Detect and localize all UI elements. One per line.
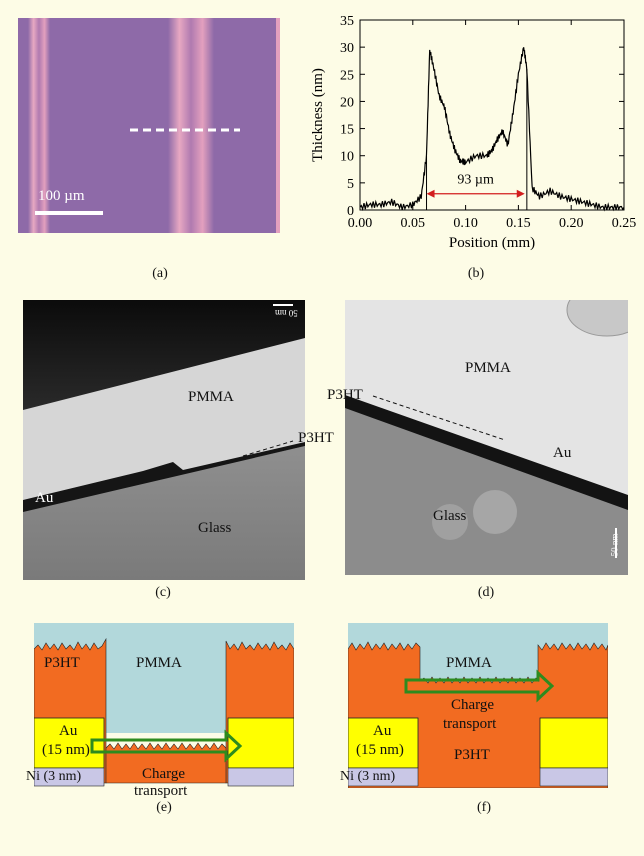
annotation-label: 93 µm — [457, 173, 494, 188]
y-axis-label: Thickness (nm) — [310, 68, 326, 162]
caption-d: (d) — [477, 585, 495, 600]
scale-bar — [35, 211, 103, 215]
label-pmma-c: PMMA — [188, 389, 234, 405]
label-p3ht-e: P3HT — [44, 655, 80, 671]
y-tick-label: 5 — [347, 177, 354, 192]
caption-e: (e) — [156, 800, 172, 815]
x-tick-label: 0.10 — [453, 216, 478, 231]
y-tick-label: 0 — [347, 204, 354, 219]
glass-region — [23, 446, 305, 580]
x-tick-label: 0.25 — [612, 216, 637, 231]
y-tick-label: 10 — [340, 150, 354, 165]
y-tick-label: 15 — [340, 123, 354, 138]
au-layer-d — [345, 395, 628, 510]
ni-right-f — [539, 767, 609, 787]
panel-b: 0.00 0.05 0.10 0.15 0.20 0.25 0 5 10 15 20 25 30 35 Po… — [300, 10, 640, 272]
label-p3ht-f: P3HT — [454, 747, 490, 763]
thickness-series-line — [359, 47, 625, 212]
panel-d: PMMA P3HT Au Glass 50 nm — [327, 283, 644, 575]
schematic-e — [33, 623, 295, 787]
optical-micrograph — [18, 18, 300, 233]
scale-label-c: 50 nm — [275, 308, 298, 318]
label-au-c: Au — [35, 490, 54, 506]
panel-a: 100 µm — [18, 18, 300, 233]
glass-region-d — [345, 405, 628, 575]
x-axis-label: Position (mm) — [449, 235, 535, 251]
scale-bar-d — [615, 528, 617, 558]
label-ni-f: Ni (3 nm) — [340, 769, 396, 784]
p3ht-dash-d — [372, 395, 506, 441]
y-tick-label: 25 — [340, 68, 354, 83]
y-tick-label: 20 — [340, 95, 354, 110]
tem-image-d — [345, 283, 644, 575]
schematic-f — [347, 623, 609, 789]
label-transport-e: transport — [134, 783, 188, 799]
tem-image-c — [23, 300, 305, 580]
caption-b: (b) — [467, 266, 485, 281]
label-au-d: Au — [553, 445, 572, 461]
caption-f: (f) — [477, 800, 491, 815]
au-left-f — [347, 717, 419, 769]
scalebar-label: 100 µm — [38, 188, 85, 204]
y-tick-label: 35 — [340, 14, 354, 29]
panel-e: P3HT PMMA Au (15 nm) Charge transport Ni… — [26, 623, 295, 799]
au-right-f — [539, 717, 609, 769]
au-right — [227, 717, 295, 769]
stripe-middle — [168, 18, 214, 233]
panel-c: PMMA P3HT Au Glass 50 nm — [23, 300, 334, 580]
dark-top-region — [23, 300, 305, 410]
charge-arrow-f — [404, 669, 555, 703]
x-tick-label: 0.20 — [559, 216, 584, 231]
ni-right — [227, 767, 295, 787]
label-au-thickness-f: (15 nm) — [356, 742, 404, 758]
label-p3ht-c: P3HT — [298, 430, 334, 446]
label-au-e: Au — [59, 723, 78, 739]
au-layer — [23, 442, 305, 512]
label-p3ht-d: P3HT — [327, 387, 363, 403]
label-au-f: Au — [373, 723, 392, 739]
label-glass-d: Glass — [433, 508, 467, 524]
ni-left-f — [347, 767, 419, 787]
x-tick-label: 0.05 — [401, 216, 426, 231]
caption-c: (c) — [155, 585, 171, 600]
label-ni-e: Ni (3 nm) — [26, 769, 82, 784]
scale-bar-c — [273, 304, 293, 306]
panel-f: PMMA Charge transport Au (15 nm) P3HT Ni… — [340, 623, 609, 789]
stripe-left — [28, 18, 50, 233]
plot-frame — [359, 19, 625, 211]
label-pmma-e: PMMA — [136, 655, 182, 671]
caption-a: (a) — [152, 266, 168, 281]
label-transport-f: transport — [443, 716, 497, 732]
annotation-arrowhead-right — [516, 189, 525, 198]
thickness-chart: 0.00 0.05 0.10 0.15 0.20 0.25 0 5 10 15 20 25 30 35 Po… — [310, 14, 637, 251]
label-charge-e: Charge — [142, 766, 186, 782]
label-glass-c: Glass — [198, 520, 232, 536]
annotation-arrowhead-left — [426, 189, 435, 198]
x-tick-label: 0.00 — [348, 216, 373, 231]
ni-left — [33, 767, 105, 787]
label-pmma-d: PMMA — [465, 360, 511, 376]
charge-arrow-e — [90, 729, 243, 763]
label-charge-f: Charge — [451, 697, 495, 713]
x-tick-label: 0.15 — [506, 216, 531, 231]
label-pmma-f: PMMA — [446, 655, 492, 671]
y-tick-label: 30 — [340, 41, 354, 56]
label-au-thickness-e: (15 nm) — [42, 742, 90, 758]
